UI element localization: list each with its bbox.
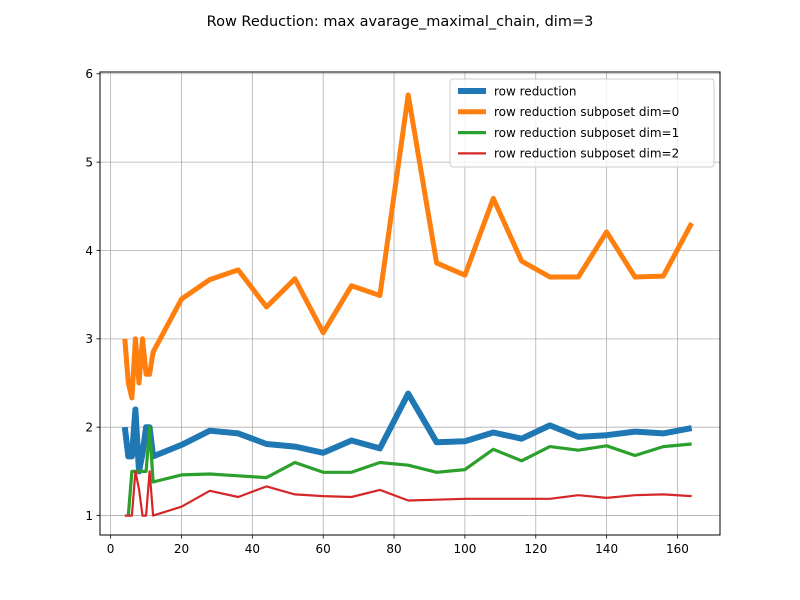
legend-label: row reduction subposet dim=2 [494,147,679,161]
x-tick-label: 160 [666,542,689,556]
x-tick-label: 80 [386,542,401,556]
x-tick-label: 40 [245,542,260,556]
y-tick-label: 1 [85,509,93,523]
plot-area-frame [99,71,721,536]
x-tick-label: 140 [595,542,618,556]
legend-label: row reduction [494,84,577,98]
series-lines [121,92,694,517]
axis-ticks: 0 20 40 60 80 100 120 140 160 1 2 3 4 5 6 [85,67,689,556]
legend: row reduction row reduction subposet dim=… [449,78,715,168]
x-tick-label: 120 [524,542,547,556]
series-line-0 [121,390,693,475]
series-line-1 [122,92,694,401]
x-tick-label: 0 [107,542,115,556]
x-tick-label: 60 [316,542,331,556]
y-tick-label: 6 [85,67,93,81]
y-tick-label: 5 [85,155,93,169]
series-line-2 [126,425,692,516]
legend-box [449,78,715,168]
x-tick-label: 20 [174,542,189,556]
y-tick-label: 2 [85,421,93,435]
series-line-3 [124,470,692,517]
y-tick-label: 4 [85,244,93,258]
y-tick-label: 3 [85,332,93,346]
chart-title: Row Reduction: max avarage_maximal_chain… [207,14,594,30]
legend-label: row reduction subposet dim=1 [494,126,679,140]
legend-label: row reduction subposet dim=0 [494,105,679,119]
x-tick-label: 100 [453,542,476,556]
